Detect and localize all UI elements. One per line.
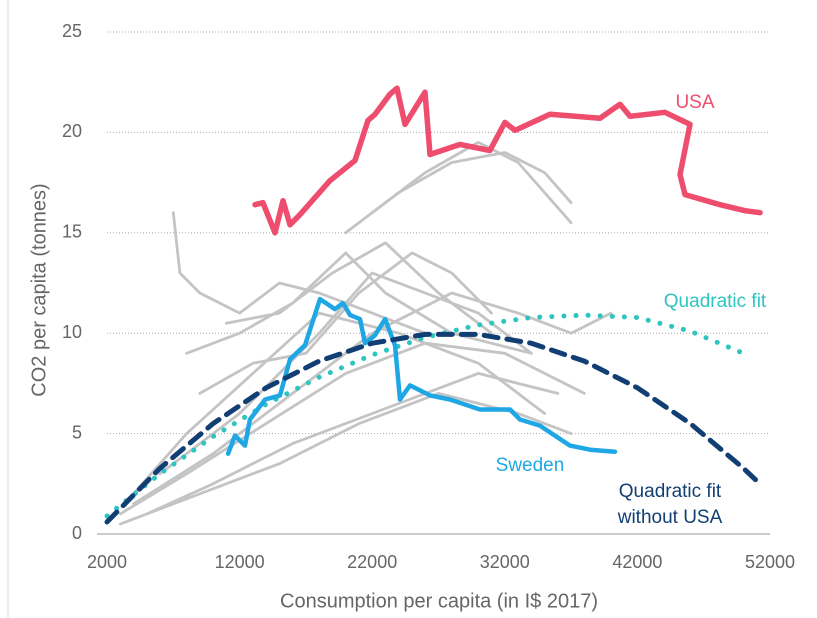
series-line bbox=[225, 296, 618, 456]
y-tick-label: 20 bbox=[62, 121, 82, 141]
y-tick-label: 5 bbox=[72, 422, 82, 442]
y-tick-label: 0 bbox=[72, 523, 82, 543]
background-line bbox=[224, 241, 493, 335]
y-tick-label: 25 bbox=[62, 21, 82, 41]
background-line bbox=[171, 211, 427, 335]
x-tick-label: 42000 bbox=[612, 552, 662, 572]
y-tick-label: 10 bbox=[62, 322, 82, 342]
series-label: USA bbox=[675, 92, 715, 113]
background-line bbox=[118, 341, 586, 516]
y-axis-label: CO2 per capita (tonnes) bbox=[28, 183, 50, 396]
x-axis-label: Consumption per capita (in I$ 2017) bbox=[280, 590, 598, 612]
background-line bbox=[158, 271, 533, 476]
y-tick-label: 15 bbox=[62, 222, 82, 242]
background-line bbox=[344, 151, 573, 235]
series-label: Sweden bbox=[495, 455, 565, 476]
x-tick-label: 32000 bbox=[480, 552, 530, 572]
series-label: Quadratic fit without USA bbox=[617, 481, 723, 528]
series-line bbox=[104, 331, 760, 525]
x-tick-label: 52000 bbox=[745, 552, 795, 572]
background-line bbox=[132, 311, 546, 496]
x-tick-label: 12000 bbox=[215, 552, 265, 572]
x-tick-label: 2000 bbox=[87, 552, 127, 572]
series-line bbox=[252, 85, 763, 236]
background-line bbox=[370, 141, 573, 225]
series-label: Quadratic fit bbox=[663, 291, 767, 312]
background-line bbox=[118, 392, 573, 526]
background-line bbox=[198, 251, 493, 395]
series-line bbox=[104, 312, 746, 519]
background-line bbox=[185, 251, 533, 355]
background-line bbox=[132, 291, 613, 506]
x-tick-label: 22000 bbox=[347, 552, 397, 572]
background-line bbox=[145, 372, 560, 516]
